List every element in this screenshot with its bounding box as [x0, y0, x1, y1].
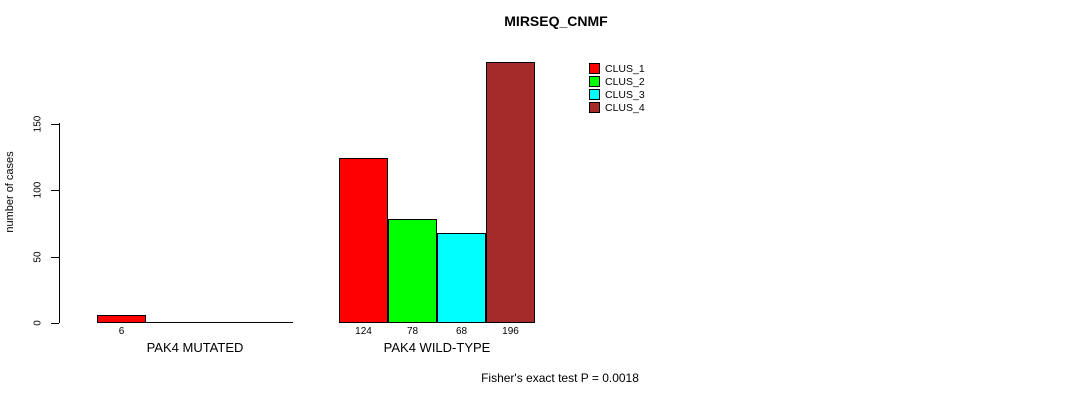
y-tick-mark-150 [51, 124, 59, 125]
bar-value-label-clus-2-pak4-wild-type: 78 [406, 326, 419, 337]
bar-value-label-clus-1-pak4-mutated: 6 [118, 326, 125, 337]
bar-clus-1-pak4-mutated [97, 315, 146, 323]
legend-swatch-clus-4 [589, 102, 600, 113]
y-axis-line [59, 123, 60, 323]
bar-value-label-clus-3-pak4-wild-type: 68 [455, 326, 468, 337]
group-label-pak4-mutated: PAK4 MUTATED [146, 340, 244, 355]
group-label-pak4-wild-type: PAK4 WILD-TYPE [383, 340, 491, 355]
legend-swatch-clus-3 [589, 89, 600, 100]
legend-item-clus-2: CLUS_2 [589, 75, 645, 88]
legend-label-clus-4: CLUS_4 [605, 101, 645, 114]
legend: CLUS_1 CLUS_2 CLUS_3 CLUS_4 [589, 62, 645, 114]
bar-clus-4-pak4-mutated [244, 322, 293, 323]
y-tick-mark-100 [51, 190, 59, 191]
bar-clus-2-pak4-wild-type [388, 219, 437, 323]
y-tick-mark-0 [51, 323, 59, 324]
y-axis-label: number of cases [4, 151, 16, 233]
chart-title: MIRSEQ_CNMF [504, 13, 608, 29]
bar-value-label-clus-4-pak4-wild-type: 196 [502, 326, 519, 337]
bar-clus-3-pak4-mutated [195, 322, 244, 323]
legend-label-clus-3: CLUS_3 [605, 88, 645, 101]
y-tick-label-150: 150 [32, 115, 44, 133]
y-tick-mark-50 [51, 257, 59, 258]
bar-value-label-clus-1-pak4-wild-type: 124 [355, 326, 372, 337]
bar-clus-2-pak4-mutated [146, 322, 195, 323]
legend-item-clus-4: CLUS_4 [589, 101, 645, 114]
legend-item-clus-3: CLUS_3 [589, 88, 645, 101]
annotation-text: Fisher's exact test P = 0.0018 [481, 371, 639, 385]
legend-label-clus-2: CLUS_2 [605, 75, 645, 88]
legend-swatch-clus-1 [589, 63, 600, 74]
y-tick-label-50: 50 [32, 251, 44, 263]
legend-item-clus-1: CLUS_1 [589, 62, 645, 75]
bar-clus-1-pak4-wild-type [339, 158, 388, 323]
legend-label-clus-1: CLUS_1 [605, 62, 645, 75]
y-tick-label-100: 100 [32, 181, 44, 199]
y-tick-label-0: 0 [32, 320, 44, 326]
bar-clus-4-pak4-wild-type [486, 62, 535, 323]
legend-swatch-clus-2 [589, 76, 600, 87]
bar-clus-3-pak4-wild-type [437, 233, 486, 323]
